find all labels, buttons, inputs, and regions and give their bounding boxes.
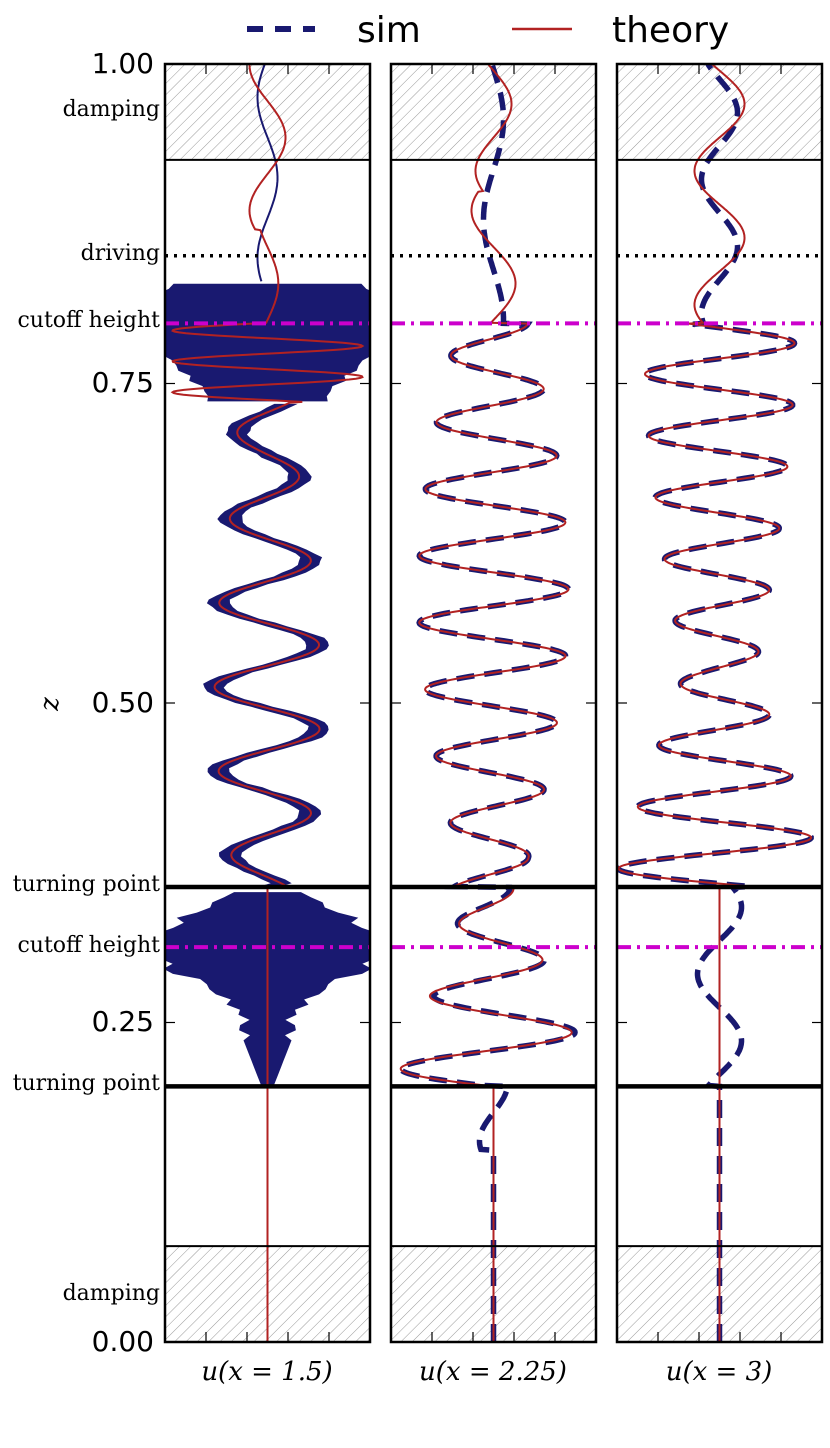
panel-1-plot-area <box>165 64 370 1342</box>
damping-zone-top <box>391 64 596 160</box>
panel-3 <box>615 62 824 1344</box>
panel-1 <box>163 62 372 1344</box>
x-axis-labels: u(x = 1.5) u(x = 2.25) u(x = 3) <box>201 1357 772 1387</box>
y-tick-0.00: 0.00 <box>92 1325 154 1358</box>
damping-zone-top <box>165 64 370 160</box>
region-labels: damping driving cutoff height turning po… <box>13 97 161 1306</box>
theory-line <box>170 64 365 1342</box>
y-tick-0.50: 0.50 <box>92 686 154 719</box>
sim-line <box>398 64 578 1342</box>
y-axis-label: z <box>35 697 65 712</box>
label-turning-lower: turning point <box>13 1071 161 1096</box>
sim-line <box>617 64 814 1342</box>
label-cutoff-upper: cutoff height <box>17 308 160 333</box>
theory-line <box>399 64 573 1342</box>
label-damping-top: damping <box>63 97 160 122</box>
panel-2-plot-area <box>391 64 596 1342</box>
label-driving: driving <box>81 241 160 266</box>
legend: sim theory <box>247 10 729 51</box>
label-damping-bottom: damping <box>63 1281 160 1306</box>
panel-2 <box>389 62 598 1344</box>
label-turning-upper: turning point <box>13 872 161 897</box>
panel-2-xlabel: u(x = 2.25) <box>419 1357 567 1387</box>
legend-sim-label: sim <box>357 10 421 51</box>
panel-3-plot-area <box>617 64 822 1342</box>
y-tick-1.00: 1.00 <box>92 47 154 80</box>
panel-1-xlabel: u(x = 1.5) <box>201 1357 332 1387</box>
legend-theory-label: theory <box>612 10 729 51</box>
label-cutoff-lower: cutoff height <box>17 933 160 958</box>
y-tick-labels: 1.00 0.75 0.50 0.25 0.00 <box>92 47 154 1358</box>
panel-3-xlabel: u(x = 3) <box>666 1357 773 1387</box>
theory-line <box>617 64 813 1342</box>
y-tick-0.25: 0.25 <box>92 1005 154 1038</box>
y-tick-0.75: 0.75 <box>92 366 154 399</box>
sim-line <box>256 64 279 282</box>
